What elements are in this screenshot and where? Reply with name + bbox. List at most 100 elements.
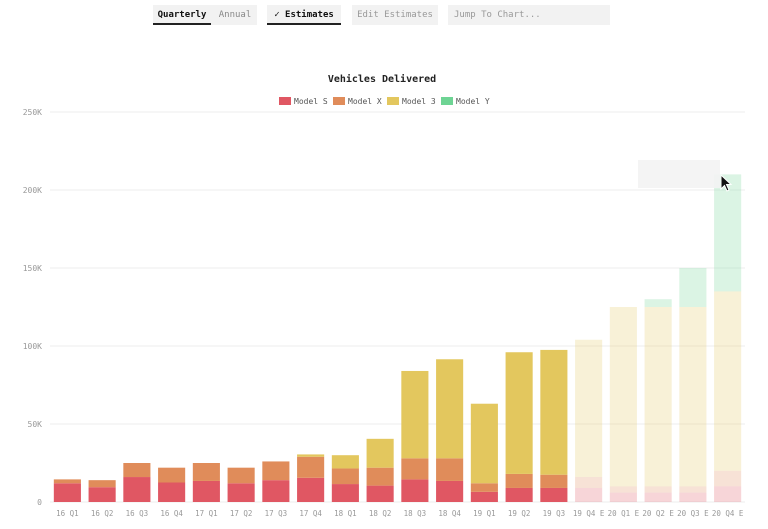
y-tick-label: 150K <box>23 264 42 273</box>
x-tick-label: 16 Q4 <box>160 509 183 518</box>
x-tick-label: 20 Q1 E <box>608 509 640 518</box>
bar-segment-model-3 <box>297 454 325 457</box>
y-tick-label: 250K <box>23 108 42 117</box>
bar-segment-model-s <box>540 487 568 502</box>
bar-segment-model-3 <box>609 307 637 487</box>
bar-segment-model-x <box>575 477 603 488</box>
bar-segment-model-x <box>401 458 429 480</box>
x-tick-label: 16 Q1 <box>56 509 79 518</box>
y-tick-label: 100K <box>23 342 42 351</box>
bar-segment-model-s <box>366 485 394 502</box>
period-toggle: Quarterly Annual <box>153 5 257 25</box>
legend-swatch <box>279 97 291 105</box>
bar-segment-model-x <box>366 467 394 486</box>
legend-label: Model S <box>294 97 328 106</box>
bar-segment-model-s <box>505 487 533 502</box>
x-tick-label: 17 Q1 <box>195 509 218 518</box>
bar-segment-model-s <box>88 487 116 502</box>
bar-segment-model-y <box>714 174 742 292</box>
x-tick-label: 20 Q4 E <box>712 509 744 518</box>
bar-segment-model-3 <box>540 349 568 475</box>
bar-segment-model-s <box>123 477 151 502</box>
bar-segment-model-s <box>644 492 672 502</box>
bar-segment-model-3 <box>679 307 707 487</box>
check-icon: ✓ <box>274 10 286 20</box>
bar-segment-model-3 <box>366 438 394 468</box>
bar-segment-model-x <box>540 474 568 488</box>
bar-segment-model-x <box>53 479 81 484</box>
legend-label: Model 3 <box>402 97 436 106</box>
bar-segment-model-s <box>158 482 186 502</box>
x-tick-label: 19 Q4 E <box>573 509 605 518</box>
bar-segment-model-s <box>470 491 498 502</box>
bar-segment-model-s <box>331 484 359 502</box>
bar-segment-model-s <box>679 492 707 502</box>
estimates-toggle-button[interactable]: ✓ Estimates <box>267 5 341 25</box>
bar-segment-model-3 <box>575 339 603 478</box>
bar-segment-model-x <box>262 461 290 481</box>
bar-segment-model-x <box>505 473 533 488</box>
bar-segment-model-x <box>470 483 498 492</box>
bar-segment-model-s <box>262 480 290 502</box>
bar-segment-model-x <box>297 456 325 478</box>
tab-quarterly[interactable]: Quarterly <box>153 5 211 25</box>
bar-segment-model-s <box>401 479 429 502</box>
legend-swatch <box>333 97 345 105</box>
legend-label: Model Y <box>456 97 490 106</box>
bar-segment-model-s <box>609 492 637 502</box>
bar-segment-model-x <box>436 458 464 481</box>
bar-segment-model-x <box>88 480 116 488</box>
chart-legend: Model S Model X Model 3 Model Y <box>279 97 490 106</box>
y-tick-label: 50K <box>28 420 43 429</box>
x-tick-label: 18 Q2 <box>369 509 392 518</box>
bar-segment-model-y <box>679 268 707 307</box>
chart-title: Vehicles Delivered <box>328 73 436 85</box>
bar-segment-model-x <box>227 467 255 484</box>
x-tick-label: 20 Q3 E <box>677 509 709 518</box>
y-axis: 0 50K 100K 150K 200K 250K <box>23 108 42 507</box>
bar-segment-model-s <box>227 483 255 502</box>
x-tick-label: 18 Q1 <box>334 509 357 518</box>
x-axis: 16 Q1 16 Q2 16 Q3 16 Q4 17 Q1 17 Q2 17 Q3 17 Q4… <box>56 509 744 518</box>
bar-segment-model-x <box>679 486 707 493</box>
hover-tooltip-placeholder <box>638 160 720 188</box>
bar-segment-model-s <box>714 486 742 502</box>
x-tick-label: 17 Q3 <box>265 509 288 518</box>
chart-bars <box>53 174 742 502</box>
mouse-cursor-icon <box>720 174 733 192</box>
bar-segment-model-x <box>123 463 151 478</box>
x-tick-label: 19 Q3 <box>543 509 566 518</box>
bar-segment-model-x <box>609 486 637 493</box>
legend-label: Model X <box>348 97 382 106</box>
bar-segment-model-s <box>192 480 220 502</box>
bar-segment-model-y <box>644 299 672 307</box>
bar-segment-model-x <box>714 470 742 487</box>
estimates-label: Estimates <box>285 10 334 20</box>
edit-estimates-button[interactable]: Edit Estimates <box>352 5 438 25</box>
x-tick-label: 18 Q4 <box>438 509 461 518</box>
bar-segment-model-3 <box>436 359 464 459</box>
chart-toolbar: Quarterly Annual ✓ Estimates Edit Estima… <box>0 5 768 27</box>
bar-segment-model-s <box>575 487 603 502</box>
bar-segment-model-x <box>192 463 220 481</box>
legend-swatch <box>387 97 399 105</box>
x-tick-label: 18 Q3 <box>404 509 427 518</box>
x-tick-label: 17 Q4 <box>299 509 322 518</box>
bar-segment-model-3 <box>470 403 498 484</box>
chart-gridlines <box>50 111 745 503</box>
y-tick-label: 0 <box>37 498 42 507</box>
bar-segment-model-x <box>644 486 672 493</box>
jump-to-chart-input[interactable] <box>448 5 610 25</box>
bar-segment-model-3 <box>401 370 429 459</box>
bar-segment-model-3 <box>644 307 672 487</box>
x-tick-label: 20 Q2 E <box>642 509 674 518</box>
y-tick-label: 200K <box>23 186 42 195</box>
bar-segment-model-x <box>158 467 186 483</box>
tab-annual[interactable]: Annual <box>218 10 252 20</box>
x-tick-label: 17 Q2 <box>230 509 253 518</box>
bar-segment-model-s <box>53 483 81 502</box>
x-tick-label: 16 Q3 <box>126 509 149 518</box>
bar-segment-model-3 <box>714 291 742 471</box>
bar-segment-model-s <box>436 480 464 502</box>
